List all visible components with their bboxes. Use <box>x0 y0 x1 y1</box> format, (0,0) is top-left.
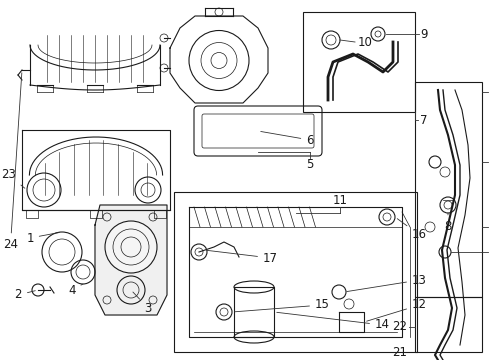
Polygon shape <box>95 205 167 315</box>
Text: 10: 10 <box>358 36 373 49</box>
Bar <box>303 12 415 112</box>
Text: 1: 1 <box>26 231 59 244</box>
Text: 17: 17 <box>207 250 278 265</box>
Text: 4: 4 <box>68 284 83 297</box>
Text: 11: 11 <box>333 194 347 207</box>
Bar <box>174 192 417 352</box>
Text: 6: 6 <box>261 131 314 147</box>
Bar <box>415 297 482 352</box>
Text: 14: 14 <box>277 312 390 332</box>
Text: 2: 2 <box>15 288 35 302</box>
Text: 23: 23 <box>1 168 25 188</box>
Text: 8: 8 <box>444 213 452 234</box>
Text: 3: 3 <box>133 292 152 315</box>
Text: 7: 7 <box>420 113 427 126</box>
Text: 5: 5 <box>306 158 314 171</box>
Circle shape <box>105 221 157 273</box>
Text: 15: 15 <box>235 298 330 312</box>
Text: 22: 22 <box>392 320 407 333</box>
Text: 24: 24 <box>3 73 22 252</box>
Text: 21: 21 <box>392 346 407 359</box>
Text: 12: 12 <box>367 298 427 321</box>
Text: 16: 16 <box>397 219 427 242</box>
Text: 13: 13 <box>347 274 427 292</box>
Bar <box>415 82 482 297</box>
Text: 9: 9 <box>420 27 427 40</box>
